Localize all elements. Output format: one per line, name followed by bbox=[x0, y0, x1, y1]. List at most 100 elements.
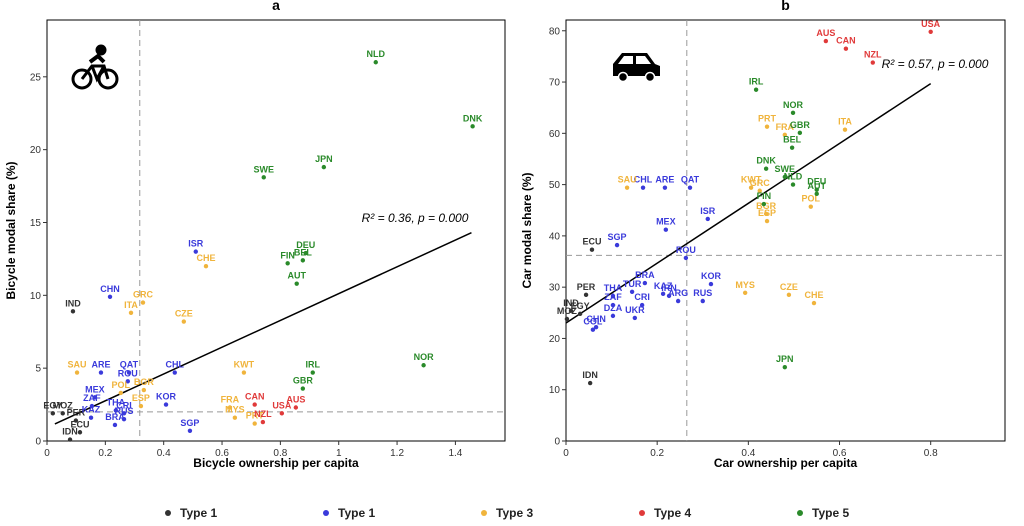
point-label: PER bbox=[67, 408, 86, 418]
point-label: KOR bbox=[156, 392, 177, 402]
data-point bbox=[303, 250, 308, 256]
point-label: MYS bbox=[225, 405, 245, 415]
data-point bbox=[77, 430, 83, 435]
point-label: KAZ bbox=[82, 405, 101, 415]
point-label: NZL bbox=[864, 50, 882, 60]
data-point bbox=[786, 292, 792, 298]
data-point bbox=[89, 403, 95, 409]
point-label: RUS bbox=[115, 406, 134, 416]
y-tick-label: 40 bbox=[549, 231, 561, 242]
point-label: USA bbox=[921, 19, 941, 29]
point-label: ARG bbox=[668, 288, 688, 298]
data-point bbox=[141, 387, 147, 393]
point-label: POL bbox=[802, 194, 821, 204]
data-point bbox=[321, 164, 327, 170]
point-label: BGR bbox=[756, 201, 777, 211]
data-point bbox=[790, 110, 796, 116]
data-point bbox=[583, 292, 589, 298]
data-point bbox=[577, 311, 583, 317]
data-point bbox=[310, 370, 315, 375]
data-point bbox=[639, 302, 645, 308]
data-point bbox=[98, 370, 104, 375]
point-label: UKR bbox=[625, 305, 645, 315]
x-tick-label: 0 bbox=[44, 448, 50, 459]
data-point bbox=[589, 247, 595, 252]
point-label: ITA bbox=[124, 300, 138, 310]
point-label: IND bbox=[65, 298, 81, 308]
point-label: CHN bbox=[586, 314, 606, 324]
data-point bbox=[88, 415, 94, 420]
data-point bbox=[193, 249, 198, 254]
data-point bbox=[811, 300, 817, 306]
fit-annotation: R² = 0.36, p = 0.000 bbox=[362, 211, 469, 225]
data-point bbox=[663, 227, 669, 232]
data-point bbox=[568, 308, 574, 313]
data-point bbox=[67, 437, 73, 442]
point-label: CAN bbox=[245, 392, 265, 402]
data-point bbox=[842, 127, 848, 132]
y-tick-label: 15 bbox=[30, 218, 42, 229]
point-label: BEL bbox=[294, 247, 313, 257]
data-point bbox=[742, 290, 748, 296]
data-point bbox=[261, 175, 266, 180]
data-point bbox=[683, 255, 689, 261]
legend-label: Type 1 bbox=[180, 506, 217, 520]
data-point bbox=[705, 216, 710, 222]
y-tick-label: 20 bbox=[549, 334, 561, 345]
x-tick-label: 0.4 bbox=[157, 448, 171, 459]
y-tick-label: 50 bbox=[549, 180, 561, 191]
point-label: CHN bbox=[100, 284, 120, 294]
x-tick-label: 0.6 bbox=[215, 448, 229, 459]
point-label: EGY bbox=[571, 301, 590, 311]
data-point bbox=[610, 302, 616, 308]
y-axis-label: Bicycle modal share (%) bbox=[4, 161, 18, 299]
point-label: COL bbox=[583, 317, 603, 327]
point-label: NOR bbox=[414, 352, 435, 362]
data-point bbox=[764, 218, 770, 224]
panel-title: b bbox=[781, 0, 790, 13]
plot-frame bbox=[565, 19, 1006, 442]
data-point bbox=[241, 370, 247, 375]
plot-frame bbox=[46, 19, 506, 442]
point-label: IRN bbox=[661, 283, 677, 293]
legend-marker bbox=[165, 510, 171, 516]
data-point bbox=[675, 298, 681, 304]
point-label: AUT bbox=[287, 271, 306, 281]
point-label: ECU bbox=[70, 419, 89, 429]
point-label: FRA bbox=[776, 122, 795, 132]
data-point bbox=[797, 130, 803, 136]
data-point bbox=[74, 370, 80, 375]
point-label: ARE bbox=[655, 175, 674, 185]
data-point bbox=[300, 386, 306, 391]
bicycle-icon bbox=[71, 44, 119, 90]
point-label: ISR bbox=[700, 206, 716, 216]
data-point bbox=[70, 309, 76, 314]
point-label: IDN bbox=[62, 427, 78, 437]
point-label: DEU bbox=[296, 240, 315, 250]
data-point bbox=[666, 293, 672, 299]
point-label: DZA bbox=[604, 303, 623, 313]
point-label: BRA bbox=[105, 412, 125, 422]
point-label: RUS bbox=[693, 288, 712, 298]
data-point bbox=[113, 408, 119, 413]
data-point bbox=[789, 145, 795, 150]
point-label: ZAF bbox=[83, 393, 101, 403]
point-label: QAT bbox=[681, 175, 700, 185]
data-point bbox=[293, 405, 299, 410]
data-point bbox=[260, 419, 266, 425]
point-label: PER bbox=[577, 282, 596, 292]
data-point bbox=[763, 211, 769, 217]
car-icon bbox=[613, 53, 660, 83]
data-point bbox=[227, 405, 233, 410]
y-tick-label: 60 bbox=[549, 129, 561, 140]
point-label: ESP bbox=[132, 393, 150, 403]
data-point bbox=[470, 124, 475, 129]
point-label: BGR bbox=[134, 377, 155, 387]
data-point bbox=[252, 402, 257, 407]
point-label: FIN bbox=[280, 250, 295, 260]
y-tick-label: 70 bbox=[549, 78, 561, 89]
y-tick-label: 20 bbox=[30, 145, 42, 156]
y-tick-label: 5 bbox=[35, 364, 41, 375]
legend-label: Type 4 bbox=[654, 506, 691, 520]
